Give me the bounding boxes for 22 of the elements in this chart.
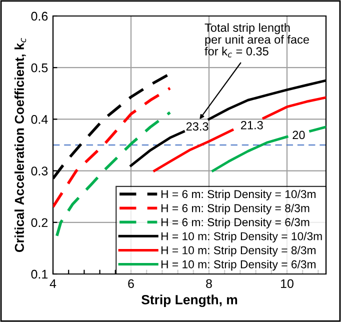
y-axis-title: Critical Acceleration Coefficient, k$_{c}$	[14, 38, 26, 252]
annotation: 20	[292, 130, 305, 140]
annotation: 23.3	[186, 122, 208, 131]
legend-label: H = 6 m: Strip Density = 10/3m	[161, 190, 316, 200]
y-tick-label: 0.3	[31, 166, 48, 176]
legend-label: H = 10 m: Strip Density = 10/3m	[161, 232, 322, 243]
legend-label: H = 10 m: Strip Density = 8/3m	[161, 246, 316, 257]
annotation: Total strip length per unit area of face for k$_{c}$ = 0.35	[204, 23, 309, 58]
y-tick-label: 0.4	[31, 115, 48, 124]
legend-label: H = 6 m: Strip Density = 8/3m	[161, 204, 310, 214]
legend-label: H = 10 m: Strip Density = 6/3m	[161, 260, 316, 271]
y-tick-label: 0.5	[31, 63, 48, 72]
y-tick-label: 0.6	[31, 12, 48, 21]
x-tick-label: 10	[281, 279, 294, 288]
annotation: 21.3	[241, 120, 263, 130]
x-axis-title: Strip Length, m	[142, 294, 238, 308]
x-tick-label: 6	[128, 279, 134, 288]
x-tick-label: 8	[206, 279, 212, 288]
y-tick-label: 0.1	[31, 270, 48, 279]
legend-label: H = 6 m: Strip Density = 6/3m	[161, 218, 310, 228]
y-tick-label: 0.2	[31, 218, 48, 228]
x-tick-label: 4	[50, 279, 56, 288]
